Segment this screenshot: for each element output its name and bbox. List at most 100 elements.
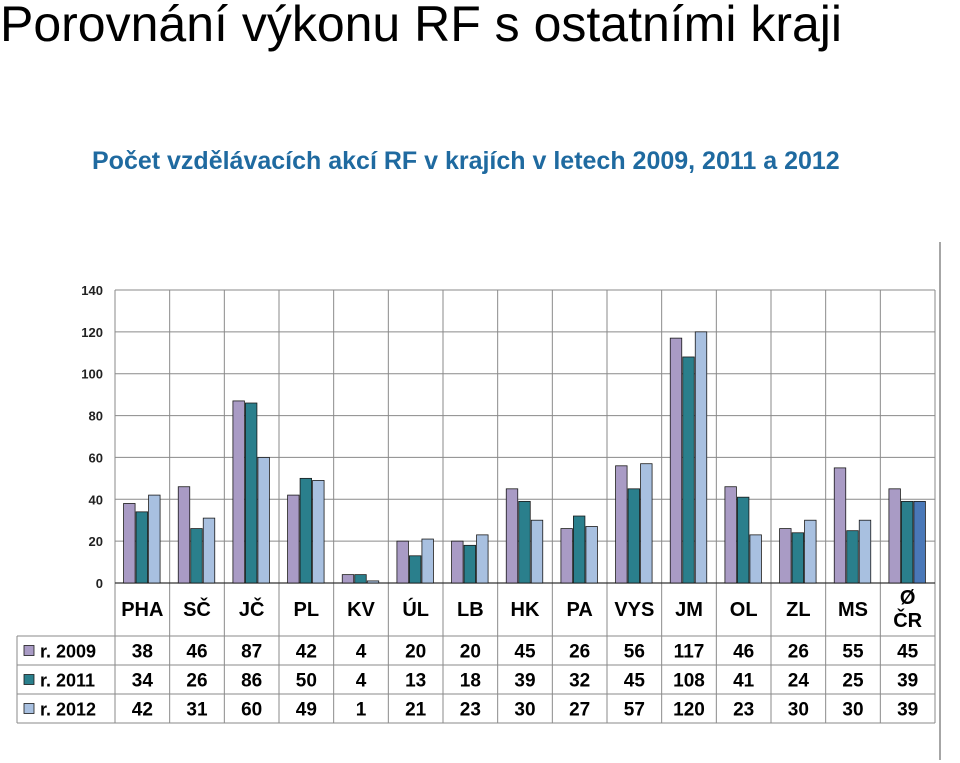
- bar: [615, 465, 628, 584]
- bar: [396, 540, 409, 584]
- table-cell: 30: [788, 700, 809, 721]
- bar: [694, 331, 708, 584]
- bar: [749, 534, 762, 584]
- bar: [573, 515, 586, 584]
- bar: [202, 517, 216, 584]
- bar: [804, 519, 817, 584]
- y-tick-label: 0: [96, 576, 103, 591]
- bar: [312, 480, 325, 584]
- table-cell: 45: [514, 642, 536, 663]
- bar: [640, 463, 653, 584]
- table-cell: 117: [674, 642, 705, 663]
- table-cell: 38: [132, 642, 153, 663]
- table-cell: 87: [241, 642, 262, 663]
- legend-swatch: [23, 645, 35, 656]
- y-tick-label: 120: [81, 325, 103, 340]
- table-cell: 49: [296, 700, 317, 721]
- bar: [135, 511, 148, 584]
- bar: [476, 534, 489, 584]
- bar: [190, 528, 203, 584]
- bar: [560, 528, 573, 584]
- bar: [858, 519, 872, 584]
- bar: [287, 494, 300, 584]
- table-cell: 13: [405, 671, 426, 692]
- table-cell: 26: [569, 642, 590, 663]
- category-label: PA: [567, 599, 593, 621]
- slide-title: Porovnání výkonu RF s ostatními kraji: [0, 0, 842, 52]
- bar: [669, 337, 683, 584]
- y-tick-label: 140: [81, 283, 103, 298]
- table-cell: 31: [186, 700, 208, 721]
- category-label: LB: [457, 599, 484, 621]
- table-cell: 32: [569, 671, 590, 692]
- table-cell: 30: [842, 700, 863, 721]
- bar: [888, 488, 901, 584]
- bar: [409, 555, 422, 584]
- table-cell: 39: [897, 671, 918, 692]
- bar: [779, 528, 792, 584]
- bar: [257, 457, 270, 584]
- category-label: JČ: [239, 597, 265, 621]
- bar: [627, 488, 640, 584]
- bar: [366, 580, 380, 584]
- bar: [505, 488, 519, 584]
- chart-caption: Počet vzdělávacích akcí RF v krajích v l…: [92, 147, 840, 175]
- table-cell: 4: [356, 642, 367, 663]
- bar: [451, 540, 464, 584]
- bar: [724, 486, 737, 584]
- table-cell: 27: [569, 700, 590, 721]
- legend-label: r. 2012: [40, 700, 96, 720]
- table-cell: 20: [460, 642, 481, 663]
- bar: [791, 532, 804, 584]
- legend-label: r. 2009: [40, 642, 96, 662]
- table-cell: 23: [733, 700, 754, 721]
- table-cell: 26: [186, 671, 207, 692]
- table-cell: 45: [897, 642, 919, 663]
- bar: [299, 477, 312, 584]
- table-cell: 46: [186, 642, 207, 663]
- table-cell: 24: [788, 671, 810, 692]
- table-cell: 41: [733, 671, 755, 692]
- category-label: ČR: [893, 608, 922, 632]
- category-label: PHA: [121, 599, 163, 621]
- bar: [901, 500, 914, 584]
- bar: [463, 544, 476, 584]
- bar: [833, 467, 847, 584]
- category-label: JM: [675, 599, 703, 621]
- table-cell: 23: [460, 700, 481, 721]
- bar: [177, 486, 191, 584]
- category-label: ZL: [786, 599, 810, 621]
- bar: [913, 500, 926, 584]
- table-cell: 108: [673, 671, 705, 692]
- table-cell: 55: [842, 642, 864, 663]
- table-cell: 50: [296, 671, 317, 692]
- category-label: Ø: [900, 587, 916, 609]
- table-cell: 45: [624, 671, 646, 692]
- y-axis: 0 20 40 60 80 100 120 140: [81, 283, 103, 591]
- table-cell: 57: [624, 700, 645, 721]
- y-tick-label: 80: [89, 409, 103, 424]
- category-label: VYS: [614, 599, 654, 621]
- bar: [245, 402, 258, 584]
- y-tick-label: 40: [89, 492, 103, 507]
- category-label: PL: [294, 599, 320, 621]
- table-cell: 120: [673, 700, 705, 721]
- bar: [232, 400, 245, 584]
- category-label: KV: [347, 599, 375, 621]
- category-label: MS: [838, 599, 868, 621]
- table-cell: 42: [132, 700, 153, 721]
- table-cell: 60: [241, 700, 262, 721]
- bar: [682, 356, 695, 584]
- table-cell: 25: [842, 671, 864, 692]
- legend-swatch: [23, 703, 35, 714]
- table-cell: 39: [514, 671, 535, 692]
- category-label: OL: [730, 599, 758, 621]
- bar: [585, 526, 598, 584]
- table-cell: 30: [514, 700, 535, 721]
- table-cell: 34: [132, 671, 154, 692]
- data-table: PHA SČ JČ PL KV ÚL LB HK PA VYS JM OL ZL MS ØČR r. 2009…: [16, 587, 935, 724]
- table-cell: 20: [405, 642, 426, 663]
- table-cell: 1: [356, 700, 367, 721]
- category-label: ÚL: [402, 597, 429, 621]
